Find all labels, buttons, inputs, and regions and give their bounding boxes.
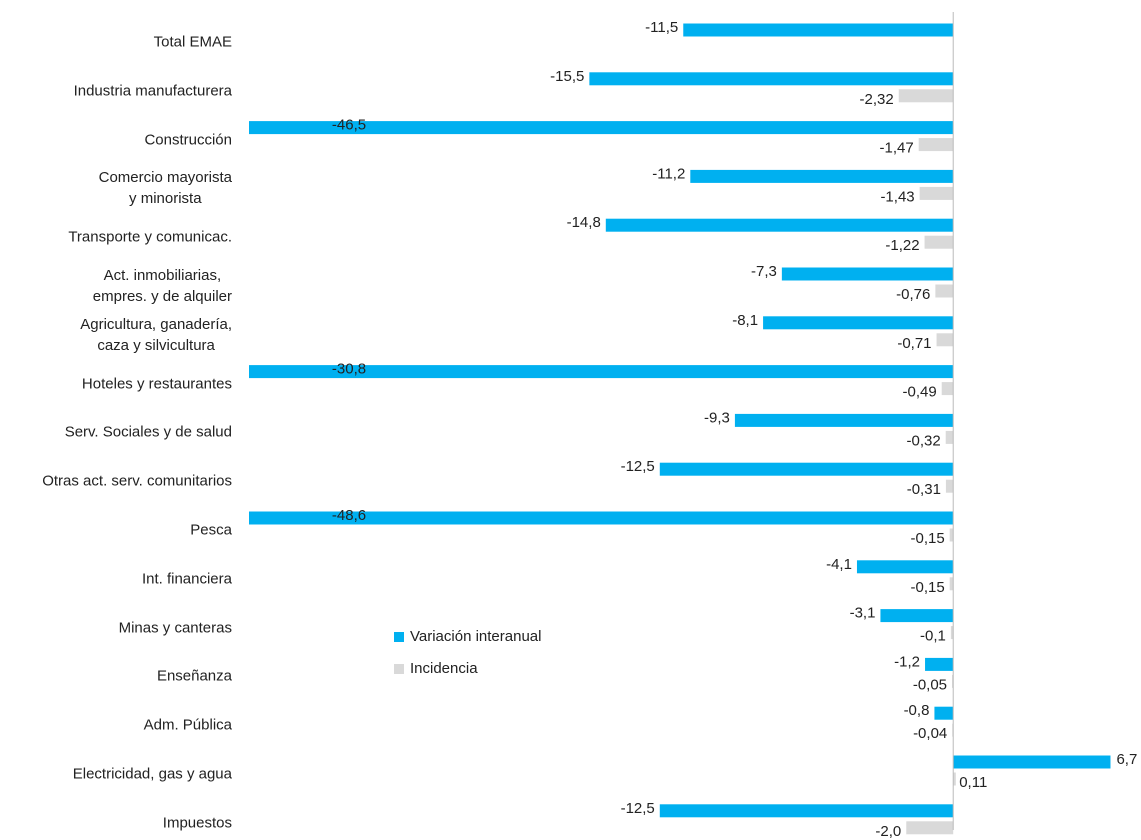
bar [249,365,954,379]
bar [763,316,954,330]
value-label: -0,76 [896,286,930,303]
y-tick-label: Enseñanza [156,667,232,685]
value-label: -8,1 [732,312,758,329]
legend-label: Incidencia [410,660,478,677]
value-label: -0,05 [913,676,947,693]
y-tick-label: Adm. Pública [143,716,232,734]
value-label: -9,3 [704,409,730,426]
bar [589,72,954,86]
value-label: -1,47 [880,140,914,157]
y-tick-label: Minas y canteras [118,619,232,637]
value-label: -14,8 [567,214,601,231]
bar [249,511,954,525]
value-label: -0,8 [904,702,930,719]
y-tick-label: Int. financiera [141,570,232,588]
bar [925,657,954,671]
y-tick-label: Serv. Sociales y de salud [64,423,232,441]
value-label: -2,0 [875,823,901,840]
bar [934,706,954,720]
value-label: -1,22 [885,237,919,254]
value-label: -15,5 [550,68,584,85]
y-tick-label: Otras act. serv. comunitarios [42,472,232,490]
value-label: -0,15 [910,579,944,596]
bar [936,333,954,347]
value-label: -2,32 [860,91,894,108]
value-label: -7,3 [751,263,777,280]
y-tick-label: Hoteles y restaurantes [81,375,232,393]
y-tick-label: Transporte y comunicac. [68,228,232,246]
value-label: -1,2 [894,653,920,670]
value-label: -1,43 [880,188,914,205]
value-label: 0,11 [959,774,987,791]
bar [953,772,956,786]
bar [924,235,954,249]
legend-swatch [394,632,404,642]
bar [659,462,954,476]
value-label: -30,8 [332,361,366,378]
y-tick-label: Act. inmobiliarias, empres. y de alquile… [92,267,232,305]
bar [935,284,954,298]
value-label: -12,5 [621,458,655,475]
bar [690,169,954,183]
bar [856,560,954,574]
bar [949,528,954,542]
bar [906,821,954,835]
y-tick-label: Comercio mayorista y minorista [98,169,232,208]
bar [949,577,954,591]
legend-swatch [394,664,404,674]
value-label: -11,5 [645,19,678,36]
value-label: -0,71 [897,335,931,352]
value-label: -3,1 [850,605,876,622]
value-label: -0,04 [913,725,947,742]
y-tick-label: Total EMAE [153,33,232,51]
bar [781,267,954,281]
bar [952,674,954,688]
value-label: -0,15 [910,530,944,547]
value-label: 6,7 [1116,751,1137,768]
bar [953,755,1111,769]
value-label: -0,31 [907,481,941,498]
bar [880,609,954,623]
value-label: -12,5 [621,800,655,817]
value-label: -46,5 [332,117,366,134]
bar [605,218,954,232]
bar [659,804,954,818]
bar [945,430,954,444]
value-label: -48,6 [332,507,366,524]
value-label: -0,49 [903,384,937,401]
y-tick-label: Impuestos [162,814,232,832]
y-tick-label: Industria manufacturera [73,82,232,100]
bar [898,89,954,103]
y-tick-label: Electricidad, gas y agua [72,765,232,783]
y-tick-label: Agricultura, ganadería, caza y silvicult… [80,315,232,354]
bar [918,138,954,152]
bar [945,479,954,493]
bar [950,626,954,640]
bar [249,121,954,135]
value-label: -4,1 [826,556,852,573]
legend-label: Variación interanual [410,628,541,645]
y-tick-label: Construcción [144,131,232,149]
bar [919,186,954,200]
value-label: -0,1 [920,628,946,645]
y-tick-label: Pesca [190,521,232,539]
bar [941,382,954,396]
bar [734,413,954,427]
value-label: -11,2 [652,165,685,182]
bar [683,23,954,37]
value-label: -0,32 [906,432,940,449]
